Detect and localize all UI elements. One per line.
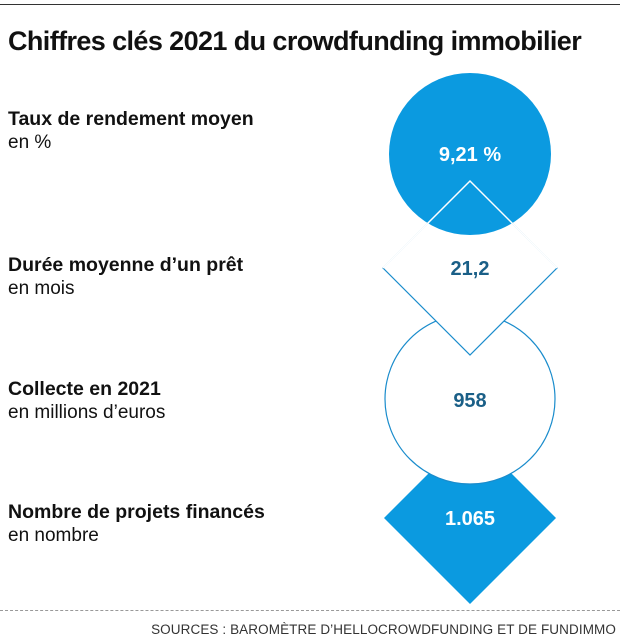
item-title: Durée moyenne d’un prêt — [8, 254, 244, 276]
bottom-rule — [0, 610, 620, 611]
item-title: Collecte en 2021 — [8, 378, 161, 400]
value-rendement: 9,21 % — [439, 144, 501, 166]
shape-projets — [384, 432, 556, 604]
value-duree: 21,2 — [451, 258, 490, 280]
source-note: SOURCES : BAROMÈTRE D’HELLOCROWDFUNDING … — [151, 622, 616, 637]
item-unit: en mois — [8, 278, 75, 299]
item-title: Nombre de projets financés — [8, 501, 265, 523]
item-label-duree: Durée moyenne d’un prêt en mois — [8, 253, 338, 300]
value-projets: 1.065 — [445, 508, 495, 530]
item-title: Taux de rendement moyen — [8, 108, 254, 130]
value-collecte: 958 — [453, 390, 486, 412]
shape-rendement — [389, 73, 551, 235]
page-title: Chiffres clés 2021 du crowdfunding immob… — [8, 26, 582, 56]
item-label-rendement: Taux de rendement moyen en % — [8, 107, 338, 154]
item-label-collecte: Collecte en 2021 en millions d’euros — [8, 377, 338, 424]
top-rule — [0, 4, 620, 5]
item-label-projets: Nombre de projets financés en nombre — [8, 500, 338, 547]
diamond-edge — [382, 179, 558, 269]
item-unit: en millions d’euros — [8, 402, 166, 423]
item-unit: en nombre — [8, 525, 99, 546]
item-unit: en % — [8, 132, 52, 153]
